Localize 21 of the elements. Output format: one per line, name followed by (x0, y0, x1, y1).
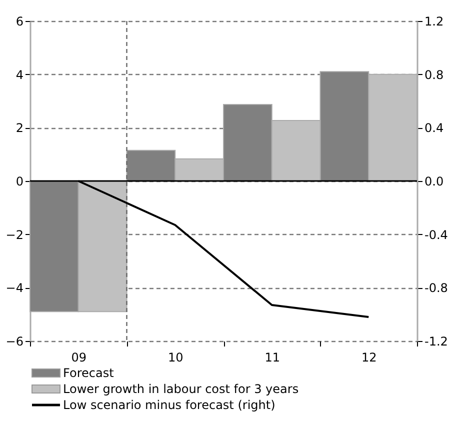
legend-label: Low scenario minus forecast (right) (63, 398, 276, 412)
y2-tick-label: 1.2 (424, 14, 444, 28)
y-tick-label: −6 (6, 334, 24, 348)
y-tick-label: 0 (16, 174, 24, 188)
y2-tick-label: -0.4 (424, 228, 448, 242)
y2-tick-label: -1.2 (424, 334, 448, 348)
y-tick-label: 6 (16, 14, 24, 28)
y2-tick-label: 0.4 (424, 121, 444, 136)
legend-label: Lower growth in labour cost for 3 years (63, 382, 299, 396)
x-tick-label: 11 (264, 350, 280, 364)
y-tick-label: −4 (6, 281, 24, 296)
x-tick-label: 10 (168, 350, 184, 364)
y2-tick-label: -0.8 (424, 281, 448, 296)
y-tick-label: 2 (16, 121, 24, 136)
x-tick-label: 12 (361, 350, 377, 364)
y-tick-label: 4 (16, 68, 24, 82)
y-tick-label: −2 (6, 228, 24, 242)
x-tick-label: 09 (71, 350, 87, 364)
legend-label: Forecast (63, 366, 114, 380)
y2-tick-label: 0.0 (424, 174, 444, 188)
y2-tick-label: 0.8 (424, 68, 444, 82)
